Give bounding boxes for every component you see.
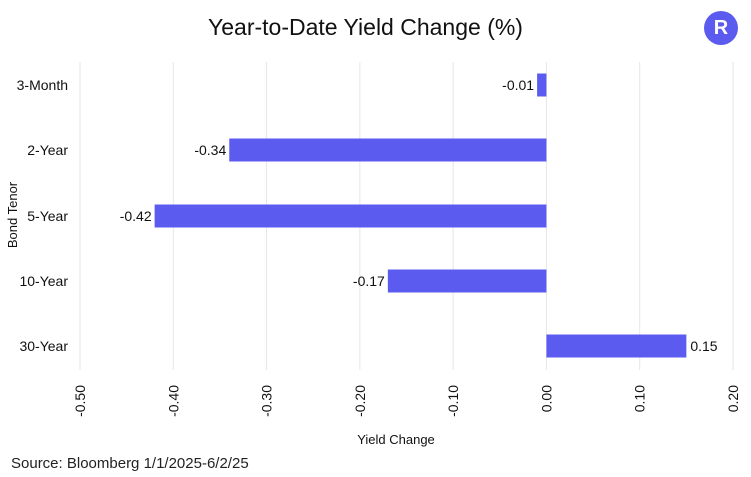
- category-label: 10-Year: [19, 273, 68, 289]
- value-labels: -0.01 -0.34 -0.42 -0.17 0.15: [120, 77, 718, 354]
- x-tick-label: -0.10: [445, 385, 461, 417]
- x-tick-label: -0.20: [352, 385, 368, 417]
- x-tick-labels: -0.50 -0.40 -0.30 -0.20 -0.10 0.00 0.10 0.20: [72, 385, 741, 417]
- bar: [387, 269, 547, 293]
- x-tick-label: -0.50: [72, 385, 88, 417]
- source-note: Source: Bloomberg 1/1/2025-6/2/25: [11, 455, 249, 472]
- bar: [229, 138, 547, 162]
- value-label: -0.42: [120, 208, 152, 224]
- x-axis-label: Yield Change: [357, 432, 435, 447]
- chart-title: Year-to-Date Yield Change (%): [208, 14, 523, 40]
- bars: [154, 73, 687, 358]
- x-tick-label: 0.20: [725, 385, 741, 412]
- category-label: 2-Year: [27, 142, 68, 158]
- category-label: 30-Year: [19, 338, 68, 354]
- bar: [537, 73, 547, 97]
- bar: [546, 334, 687, 358]
- value-label: 0.15: [690, 338, 717, 354]
- category-label: 5-Year: [27, 208, 68, 224]
- category-label: 3-Month: [17, 77, 68, 93]
- x-tick-label: -0.40: [165, 385, 181, 417]
- y-axis-label: Bond Tenor: [5, 181, 20, 248]
- x-tick-label: 0.00: [538, 385, 554, 412]
- x-tick-label: -0.30: [259, 385, 275, 417]
- value-label: -0.01: [502, 77, 534, 93]
- value-label: -0.34: [194, 142, 226, 158]
- bar: [154, 204, 547, 228]
- brand-logo-icon: R: [704, 11, 738, 45]
- x-tick-label: 0.10: [632, 385, 648, 412]
- category-labels: 3-Month 2-Year 5-Year 10-Year 30-Year: [17, 77, 69, 354]
- value-label: -0.17: [353, 273, 385, 289]
